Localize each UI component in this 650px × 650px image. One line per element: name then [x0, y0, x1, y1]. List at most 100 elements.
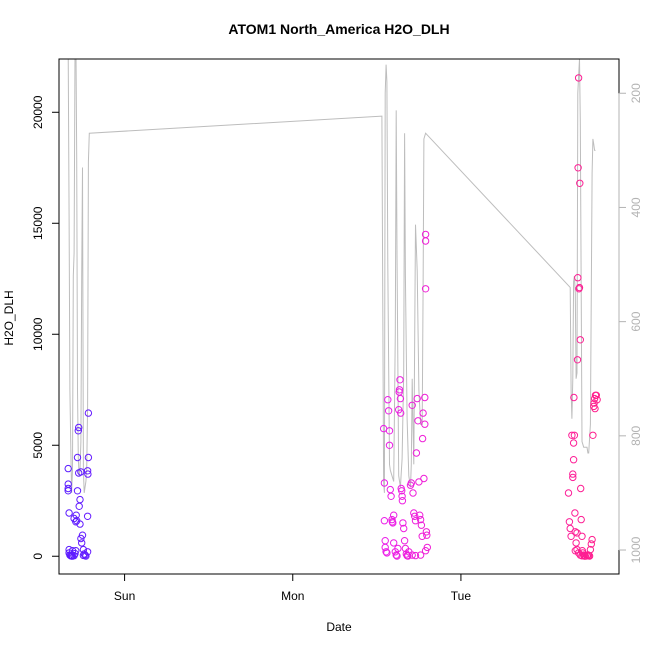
data-point	[564, 489, 573, 497]
data-point	[64, 484, 72, 493]
data-point	[569, 456, 578, 464]
x-tick-label: Tue	[451, 589, 472, 603]
axes-layer: Sun Mon Tue 0 5000 10000 15000 20000 200 400 600 80…	[31, 83, 643, 603]
data-point	[420, 474, 428, 483]
x-axis-label: Date	[326, 620, 352, 634]
x-tick-label: Mon	[281, 589, 304, 603]
data-point	[416, 515, 425, 524]
data-point	[395, 386, 404, 394]
data-point	[399, 519, 407, 527]
data-point	[567, 532, 575, 540]
data-point	[76, 495, 84, 504]
data-point	[574, 274, 582, 282]
data-point	[72, 547, 80, 555]
data-point	[394, 544, 402, 553]
data-point	[415, 478, 423, 486]
data-point	[64, 487, 72, 495]
data-point	[578, 532, 586, 540]
data-point	[411, 517, 420, 525]
data-point	[381, 537, 389, 545]
data-point	[586, 545, 595, 554]
data-point	[84, 453, 93, 462]
data-point	[411, 551, 420, 560]
data-point	[407, 479, 415, 487]
data-point	[84, 409, 93, 417]
data-point	[421, 420, 429, 428]
data-point	[76, 520, 84, 528]
pressure-line-layer	[67, 59, 596, 493]
data-point	[380, 479, 389, 487]
data-point	[419, 409, 427, 417]
data-point	[569, 439, 578, 447]
data-point	[84, 470, 92, 478]
data-point	[77, 468, 85, 476]
y2-tick-label: 200	[629, 83, 643, 103]
data-point	[408, 401, 416, 409]
data-point	[416, 511, 424, 519]
chart-title: ATOM1 North_America H2O_DLH	[228, 21, 449, 37]
data-point	[577, 515, 585, 524]
data-point	[592, 391, 600, 399]
data-point	[75, 502, 83, 510]
data-point	[593, 396, 601, 404]
data-point	[380, 517, 389, 525]
data-point	[400, 537, 409, 545]
data-point	[421, 393, 429, 402]
data-point	[78, 531, 87, 539]
data-point	[575, 283, 584, 292]
data-point	[385, 441, 394, 449]
scatter-points-layer	[64, 74, 601, 560]
data-point	[79, 551, 88, 560]
data-point	[572, 539, 580, 547]
data-point	[397, 409, 405, 417]
data-point	[587, 540, 595, 548]
data-point	[396, 394, 405, 403]
data-point	[423, 531, 431, 539]
data-point	[591, 404, 599, 413]
data-point	[570, 393, 578, 402]
data-point	[577, 484, 585, 493]
data-point	[73, 453, 82, 462]
data-point	[418, 434, 427, 443]
data-point	[75, 423, 83, 432]
data-point	[398, 487, 406, 495]
data-point	[78, 539, 86, 547]
y-tick-label: 5000	[31, 432, 45, 459]
data-point	[416, 551, 425, 559]
data-point	[83, 548, 92, 556]
y-axis-label: H2O_DLH	[2, 290, 16, 345]
pressure-line	[67, 59, 596, 493]
data-point	[569, 473, 577, 482]
data-point	[83, 512, 92, 520]
data-point	[417, 521, 426, 529]
data-point	[571, 509, 579, 517]
data-point	[74, 427, 83, 435]
data-point	[73, 487, 82, 495]
data-point	[70, 514, 78, 523]
data-point	[65, 509, 73, 517]
data-point	[386, 485, 394, 494]
data-point	[390, 539, 398, 547]
data-point	[571, 528, 579, 536]
data-point	[569, 470, 577, 478]
data-point	[418, 532, 426, 540]
data-point	[566, 524, 574, 533]
data-point	[393, 552, 401, 560]
data-point	[578, 552, 586, 560]
data-point	[383, 549, 391, 557]
data-point	[64, 480, 72, 488]
data-point	[384, 396, 392, 404]
data-point	[411, 512, 419, 520]
data-point	[421, 285, 430, 293]
data-point	[570, 431, 579, 439]
plot-frame	[58, 58, 620, 575]
data-point	[389, 519, 397, 527]
data-point	[421, 230, 430, 239]
data-point	[573, 529, 581, 537]
y-tick-label: 15000	[31, 206, 45, 240]
data-point	[576, 336, 584, 344]
data-point	[398, 492, 406, 500]
data-point	[565, 518, 574, 526]
